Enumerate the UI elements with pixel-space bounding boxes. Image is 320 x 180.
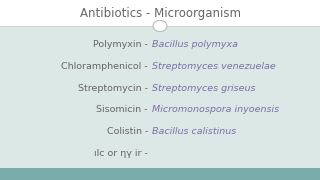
Text: Streptomyces griseus: Streptomyces griseus (152, 84, 255, 93)
Text: Streptomycin -: Streptomycin - (78, 84, 148, 93)
Text: Polymyxin -: Polymyxin - (93, 40, 148, 49)
Text: Chloramphenicol -: Chloramphenicol - (61, 62, 148, 71)
Text: Streptomyces venezuelae: Streptomyces venezuelae (152, 62, 276, 71)
Text: Antibiotics - Microorganism: Antibiotics - Microorganism (79, 6, 241, 19)
Text: Bacillus polymyxa: Bacillus polymyxa (152, 40, 238, 49)
Text: Sisomicin -: Sisomicin - (97, 105, 148, 114)
Text: Micromonospora inyoensis: Micromonospora inyoensis (152, 105, 279, 114)
Bar (0, 0, 320, 26)
Text: Bacillus calistinus: Bacillus calistinus (152, 127, 236, 136)
Bar (0, 168, 320, 180)
Text: Colistin -: Colistin - (107, 127, 148, 136)
Text: ılc or ηγ ir -: ılc or ηγ ir - (94, 149, 148, 158)
Ellipse shape (153, 21, 167, 31)
